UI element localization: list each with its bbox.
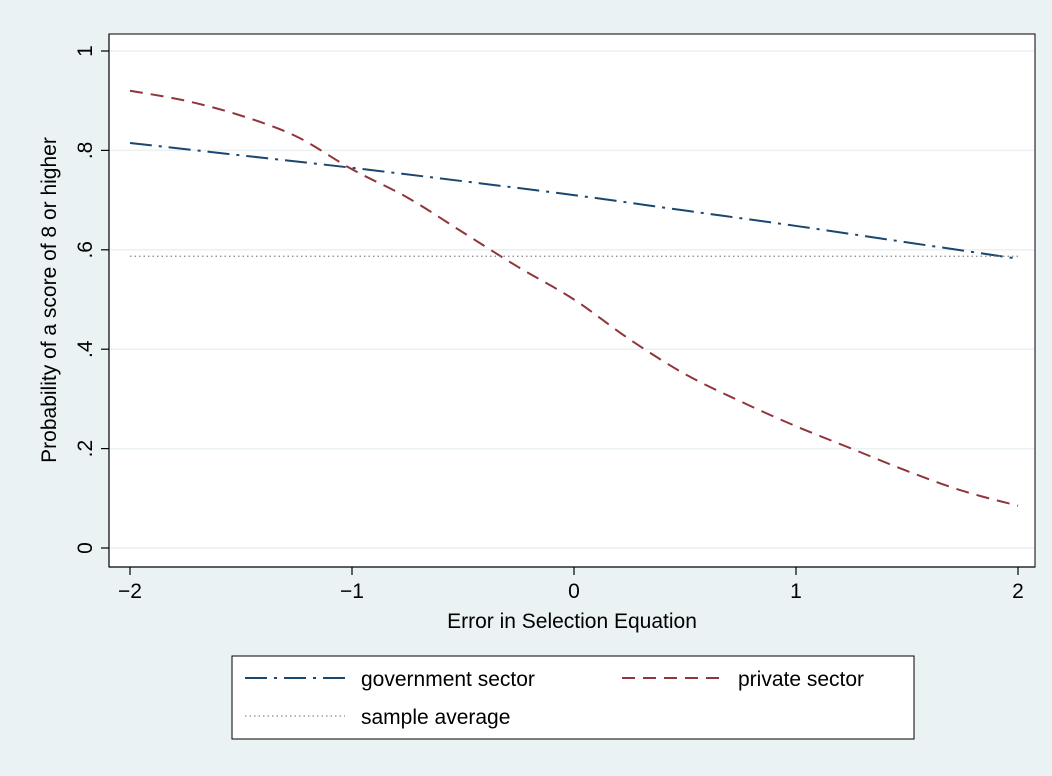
grid-lines bbox=[110, 50, 1034, 549]
y-tick-label: .8 bbox=[74, 142, 97, 160]
y-tick-label: .6 bbox=[74, 241, 97, 259]
series-line-government-sector bbox=[129, 141, 1019, 260]
y-tick-label: .2 bbox=[74, 440, 97, 458]
series-lines bbox=[129, 89, 1019, 507]
y-tick-label: 0 bbox=[74, 542, 97, 554]
series-line-private-sector bbox=[129, 89, 1019, 507]
x-tick-label: 0 bbox=[568, 580, 580, 603]
x-axis-label: Error in Selection Equation bbox=[447, 610, 697, 633]
y-tick-label: 1 bbox=[74, 45, 97, 57]
x-tick-label: 2 bbox=[1012, 580, 1024, 603]
x-tick-label: 1 bbox=[790, 580, 802, 603]
axes bbox=[108, 34, 1035, 568]
legend-label-private-sector: private sector bbox=[738, 668, 864, 691]
legend: government sector private sector sample av… bbox=[231, 655, 915, 740]
plot-background bbox=[108, 33, 1036, 568]
legend-label-government-sector: government sector bbox=[361, 668, 535, 691]
x-tick-label: −2 bbox=[118, 580, 142, 603]
axis-ticks: 0 .2 .4 .6 .8 1 −2 −1 0 1 2 bbox=[74, 45, 1024, 603]
legend-label-sample-average: sample average bbox=[361, 706, 510, 729]
y-tick-label: .4 bbox=[74, 340, 97, 358]
legend-box bbox=[231, 655, 915, 740]
y-axis-label: Probability of a score of 8 or higher bbox=[38, 137, 61, 463]
x-tick-label: −1 bbox=[340, 580, 364, 603]
